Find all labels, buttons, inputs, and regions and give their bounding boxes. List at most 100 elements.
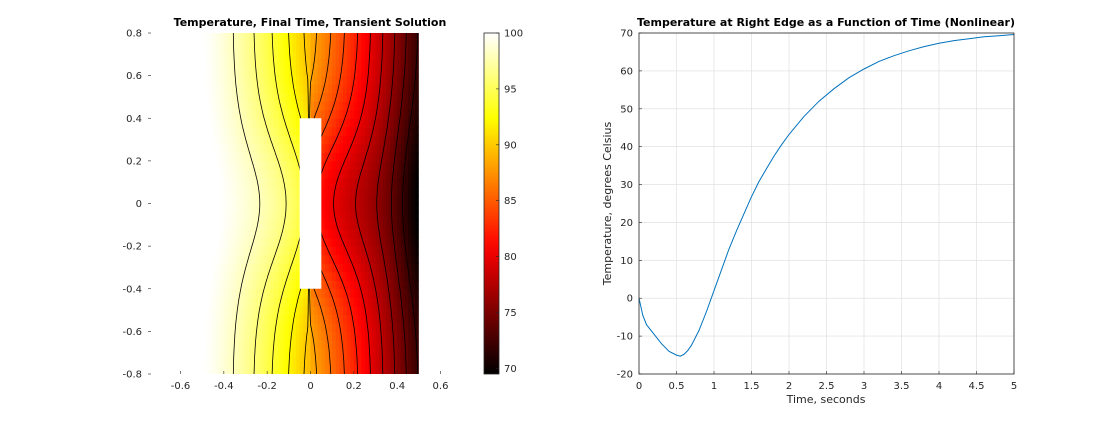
heatmap-cell: [332, 246, 337, 256]
heatmap-cell: [227, 305, 232, 315]
heatmap-cell: [220, 280, 225, 290]
heatmap-cell: [238, 331, 243, 341]
heatmap-cell: [267, 101, 272, 111]
heatmap-cell: [386, 152, 391, 162]
heatmap-cell: [397, 237, 402, 247]
heatmap-cell: [415, 314, 419, 324]
heatmap-cell: [324, 314, 330, 324]
heatmap-cell: [241, 246, 247, 256]
heatmap-cell: [332, 101, 337, 111]
heatmap-cell: [350, 271, 355, 281]
heatmap-cell: [335, 212, 340, 222]
heatmap-cell: [310, 58, 315, 68]
heatmap-cell: [259, 169, 265, 179]
heatmap-cell: [220, 33, 225, 43]
heatmap-cell: [382, 254, 387, 264]
heatmap-cell: [263, 143, 268, 153]
heatmap-cell: [321, 169, 326, 179]
colorbar-tick-label: 75: [504, 308, 517, 319]
heatmap-cell: [202, 101, 207, 111]
heatmap-cell: [400, 305, 405, 315]
heatmap-cell: [274, 280, 279, 290]
heatmap-cell: [252, 194, 257, 205]
heatmap-cell: [361, 271, 366, 281]
heatmap-cell: [357, 203, 362, 213]
heatmap-cell: [339, 177, 344, 188]
heatmap-cell: [343, 50, 348, 60]
line-title: Temperature at Right Edge as a Function …: [637, 16, 1015, 29]
heatmap-cell: [404, 246, 409, 256]
heatmap-cell: [241, 322, 247, 332]
heatmap-cell: [357, 322, 362, 332]
heatmap-cell: [216, 169, 221, 179]
heatmap-cell: [202, 126, 207, 136]
heatmap-cell: [270, 280, 275, 290]
heatmap-cell: [270, 33, 275, 43]
heatmap-cell: [256, 143, 261, 153]
heatmap-cell: [209, 84, 214, 94]
heatmap-cell: [382, 152, 387, 162]
heatmap-cell: [205, 58, 210, 68]
heatmap-cell: [252, 101, 257, 111]
heatmap-cell: [227, 365, 232, 374]
heatmap-cell: [252, 280, 257, 290]
heatmap-cell: [382, 339, 387, 350]
heatmap-cell: [321, 229, 326, 239]
heatmap-cell: [364, 348, 369, 358]
heatmap-cell: [306, 348, 312, 358]
heatmap-cell: [324, 101, 330, 111]
heatmap-cell: [241, 288, 247, 298]
heatmap-cell: [368, 75, 373, 85]
heatmap-cell: [238, 84, 243, 94]
heatmap-cell: [299, 305, 304, 315]
heatmap-cell: [382, 33, 387, 43]
heatmap-cell: [364, 126, 369, 136]
heatmap-cell: [220, 348, 225, 358]
heatmap-cell: [292, 365, 297, 374]
heatmap-cell: [350, 356, 355, 367]
heatmap-cell: [386, 92, 391, 102]
heatmap-cell: [379, 109, 384, 119]
heatmap-cell: [382, 212, 387, 222]
heatmap-cell: [288, 288, 294, 298]
heatmap-axes: -0.6 -0.4 -0.2 0 0.2 0.4 0.6 0.80.60.40.20-0.2…: [122, 16, 473, 392]
heatmap-cell: [296, 297, 301, 307]
heatmap-cell: [263, 160, 268, 171]
heatmap-cell: [252, 126, 257, 136]
heatmap-cell: [364, 75, 369, 85]
heatmap-cell: [267, 356, 272, 367]
heatmap-cell: [238, 246, 243, 256]
heatmap-cell: [281, 237, 286, 247]
heatmap-cell: [252, 160, 257, 171]
heatmap-cell: [371, 203, 377, 213]
heatmap-cell: [231, 152, 236, 162]
heatmap-cell: [238, 322, 243, 332]
line-y-tick-label: 70: [620, 29, 633, 40]
heatmap-cell: [335, 194, 340, 205]
heatmap-cell: [274, 220, 279, 230]
heatmap-cell: [234, 220, 239, 230]
heatmap-cell: [317, 67, 322, 77]
heatmap-cell: [234, 229, 239, 239]
heatmap-cell: [339, 50, 344, 60]
heatmap-cell: [353, 356, 359, 367]
heatmap-cell: [335, 109, 340, 119]
heatmap-cell: [411, 246, 416, 256]
heatmap-cell: [404, 75, 409, 85]
heatmap-cell: [231, 331, 236, 341]
heatmap-cell: [209, 67, 214, 77]
heatmap-cell: [386, 126, 391, 136]
heatmap-cell: [324, 160, 330, 171]
colorbar-tick-label: 90: [504, 140, 517, 151]
heatmap-cell: [314, 50, 319, 60]
heatmap-cell: [371, 297, 377, 307]
heatmap-cell: [310, 314, 315, 324]
heatmap-cell: [281, 41, 286, 51]
heatmap-cell: [415, 263, 419, 273]
heatmap-cell: [213, 177, 218, 188]
heatmap-cell: [375, 339, 380, 350]
heatmap-cell: [281, 75, 286, 85]
heatmap-cell: [375, 135, 380, 145]
heatmap-cell: [393, 280, 398, 290]
heatmap-cell: [321, 263, 326, 273]
